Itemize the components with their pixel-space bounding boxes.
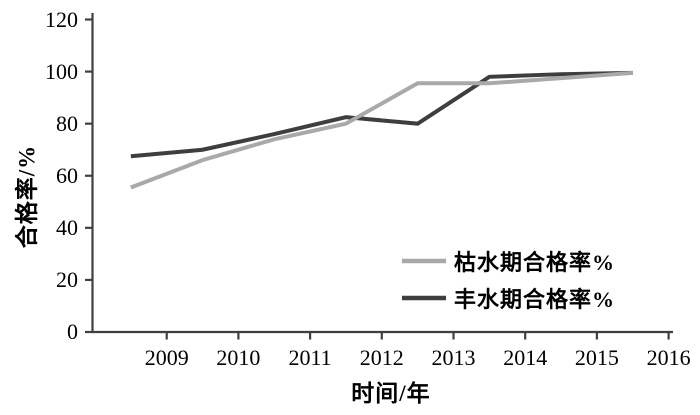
legend-label-wet-season: 丰水期合格率% xyxy=(454,286,616,312)
x-tick-label: 2010 xyxy=(216,345,261,370)
x-tick-label: 2013 xyxy=(431,345,476,370)
x-tick-label: 2012 xyxy=(359,345,404,370)
y-tick-label: 40 xyxy=(56,214,78,240)
y-tick-label: 0 xyxy=(67,319,78,344)
legend-line-swatch-wet-season xyxy=(402,295,446,300)
y-tick-label: 80 xyxy=(56,110,78,136)
y-axis-title: 合格率/% xyxy=(14,144,40,249)
x-tick-label: 2011 xyxy=(288,345,332,370)
series-line-wet-season xyxy=(130,70,633,159)
series-line-dry-season xyxy=(130,70,633,190)
x-tick-label: 2009 xyxy=(144,345,189,370)
y-tick-label: 20 xyxy=(56,266,78,292)
x-tick-label: 2014 xyxy=(503,345,548,370)
y-tick-label: 100 xyxy=(45,58,78,84)
legend-item-dry-season: 枯水期合格率% xyxy=(401,242,615,279)
x-axis-title: 时间/年 xyxy=(351,381,431,406)
legend-line-swatch-dry-season xyxy=(402,258,446,263)
y-tick-label: 120 xyxy=(45,6,78,32)
x-tick-label: 2015 xyxy=(574,345,619,370)
legend-label-dry-season: 枯水期合格率% xyxy=(454,249,616,275)
y-tick-label: 60 xyxy=(56,162,78,188)
legend-item-wet-season: 丰水期合格率% xyxy=(401,279,615,316)
x-tick-label: 2016 xyxy=(646,345,691,370)
legend: 枯水期合格率% 丰水期合格率% xyxy=(401,242,615,316)
